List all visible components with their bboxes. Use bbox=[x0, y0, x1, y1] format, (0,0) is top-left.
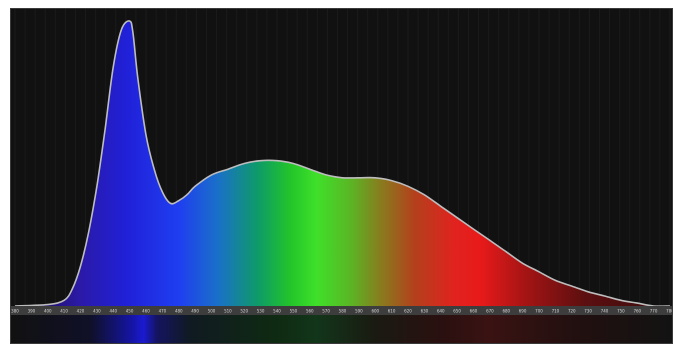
color-band bbox=[11, 315, 672, 343]
x-tick-label: 420 bbox=[77, 309, 85, 314]
x-tick-label: 550 bbox=[290, 309, 298, 314]
x-tick-label: 450 bbox=[126, 309, 134, 314]
x-tick-label: 530 bbox=[257, 309, 265, 314]
x-tick-label: 410 bbox=[60, 309, 68, 314]
x-tick-label: 710 bbox=[552, 309, 560, 314]
x-tick-label: 470 bbox=[159, 309, 167, 314]
x-tick-label: 560 bbox=[306, 309, 314, 314]
x-tick-label: 750 bbox=[617, 309, 625, 314]
x-tick-label: 570 bbox=[322, 309, 330, 314]
x-tick-label: 400 bbox=[44, 309, 52, 314]
x-tick-label: 650 bbox=[453, 309, 461, 314]
x-tick-label: 700 bbox=[535, 309, 543, 314]
x-tick-label: 520 bbox=[240, 309, 248, 314]
x-tick-label: 540 bbox=[273, 309, 281, 314]
x-tick-label: 730 bbox=[584, 309, 592, 314]
x-tick-label: 740 bbox=[601, 309, 609, 314]
x-tick-label: 610 bbox=[388, 309, 396, 314]
x-tick-label: 770 bbox=[650, 309, 658, 314]
x-tick-label: 460 bbox=[142, 309, 150, 314]
x-tick-label: 680 bbox=[502, 309, 510, 314]
spectrum-outline bbox=[14, 20, 671, 308]
axis-strip bbox=[11, 306, 672, 315]
x-tick-label: 480 bbox=[175, 309, 183, 314]
x-tick-label: 390 bbox=[28, 309, 36, 314]
spectrum-area bbox=[15, 20, 670, 307]
x-tick-label: 640 bbox=[437, 309, 445, 314]
x-tick-label: 760 bbox=[633, 309, 641, 314]
x-tick-label: 490 bbox=[191, 309, 199, 314]
x-tick-label: 780 bbox=[666, 309, 673, 314]
x-tick-label: 500 bbox=[208, 309, 216, 314]
x-tick-label: 590 bbox=[355, 309, 363, 314]
spectrum-svg: 380 390 400 410 420 430 440 450 460 470 480 490 500 5… bbox=[11, 9, 673, 343]
x-tick-label: 720 bbox=[568, 309, 576, 314]
x-tick-label: 620 bbox=[404, 309, 412, 314]
x-tick-label: 430 bbox=[93, 309, 101, 314]
x-tick-label: 690 bbox=[519, 309, 527, 314]
x-tick-label: 510 bbox=[224, 309, 232, 314]
x-tick-label: 630 bbox=[421, 309, 429, 314]
x-tick-label: 660 bbox=[470, 309, 478, 314]
x-tick-label: 670 bbox=[486, 309, 494, 314]
spectrum-chart: 380 390 400 410 420 430 440 450 460 470 480 490 500 5… bbox=[10, 8, 673, 344]
x-tick-label: 440 bbox=[109, 309, 117, 314]
x-tick-label: 600 bbox=[371, 309, 379, 314]
x-tick-label: 580 bbox=[339, 309, 347, 314]
x-tick-label: 380 bbox=[11, 309, 19, 314]
x-tick-labels: 380 390 400 410 420 430 440 450 460 470 480 490 500 5… bbox=[11, 309, 673, 314]
